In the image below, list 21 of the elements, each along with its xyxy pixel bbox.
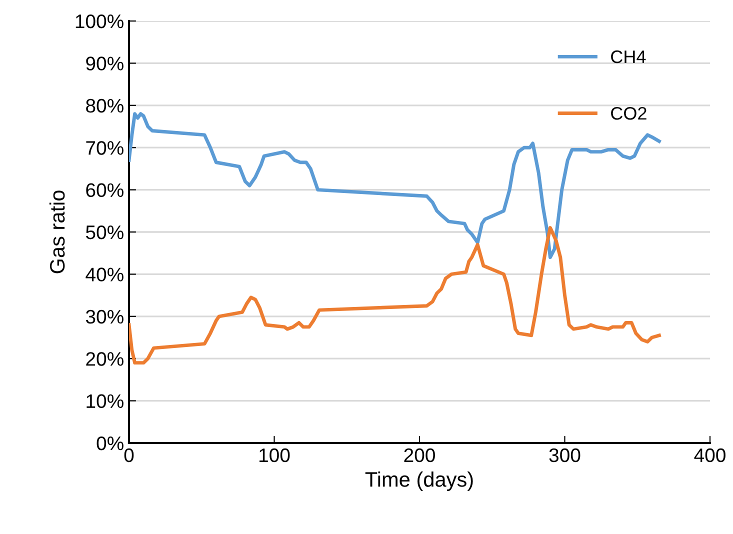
y-tick-label: 20% bbox=[86, 352, 124, 366]
line-series bbox=[129, 226, 661, 365]
x-tick-label: 200 bbox=[404, 448, 435, 462]
y-tick-label: 90% bbox=[86, 56, 124, 70]
y-tick-label: 60% bbox=[86, 183, 124, 198]
y-tick-label: 10% bbox=[86, 394, 124, 408]
y-tick-label: 70% bbox=[86, 141, 124, 155]
y-tick-label: 80% bbox=[86, 98, 124, 113]
x-tick-label: 300 bbox=[549, 448, 580, 462]
y-tick-label: 30% bbox=[86, 310, 124, 324]
y-axis-title: Gas ratio bbox=[49, 190, 65, 274]
x-tick-label: 0 bbox=[124, 448, 134, 462]
x-axis-title: Time (days) bbox=[365, 472, 473, 491]
legend-label: CO2 bbox=[611, 106, 646, 120]
y-tick-label: 100% bbox=[76, 14, 124, 28]
legend-label: CH4 bbox=[611, 50, 646, 64]
y-tick-label: 40% bbox=[86, 268, 124, 282]
y-tick-label: 0% bbox=[96, 436, 124, 450]
x-tick-label: 100 bbox=[260, 448, 290, 462]
y-tick-label: 50% bbox=[86, 225, 124, 240]
x-tick-label: 400 bbox=[694, 448, 726, 462]
